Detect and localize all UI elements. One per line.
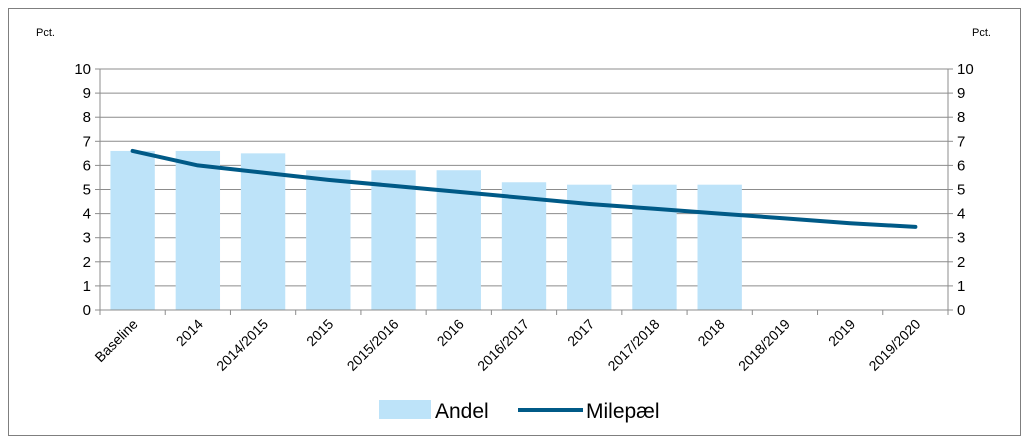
y-tick-label-left: 10	[74, 61, 91, 78]
bar	[632, 184, 677, 310]
y-tick-label-right: 1	[957, 278, 965, 295]
y-tick-label-right: 7	[957, 133, 965, 150]
x-tick-label: 2019/2020	[865, 316, 923, 374]
x-tick-label: 2014/2015	[213, 316, 271, 374]
milepael-line	[130, 148, 918, 229]
bar	[306, 170, 351, 310]
x-tick-label: 2017/2018	[604, 316, 662, 374]
x-tick-label: 2015/2016	[344, 316, 402, 374]
y-tick-label-right: 4	[957, 206, 965, 223]
y-tick-label-right: 3	[957, 230, 965, 247]
y-tick-label-right: 5	[957, 182, 965, 199]
y-axis-unit-left: Pct.	[36, 27, 55, 39]
x-tick-label: 2017	[564, 316, 597, 349]
x-tick-label: 2018/2019	[735, 316, 793, 374]
x-tick-label: 2016	[434, 316, 467, 349]
y-tick-label-right: 2	[957, 254, 965, 271]
y-tick-label-left: 8	[83, 109, 91, 126]
y-tick-label-right: 9	[957, 85, 965, 102]
y-tick-label-left: 3	[83, 230, 91, 247]
legend-label-milepael: Milepæl	[586, 400, 660, 423]
bar	[240, 153, 286, 310]
y-tick-label-right: 0	[957, 302, 965, 319]
y-tick-label-left: 9	[83, 85, 91, 102]
y-tick-label-right: 6	[957, 157, 965, 174]
line-series	[130, 148, 918, 229]
legend-label-andel: Andel	[435, 400, 489, 423]
y-tick-label-left: 6	[83, 157, 91, 174]
bar	[175, 150, 221, 310]
x-tick-label: 2019	[825, 316, 858, 349]
x-tick-label: 2018	[694, 316, 727, 349]
y-tick-label-left: 1	[83, 278, 91, 295]
bar	[110, 150, 155, 310]
x-tick-label: 2016/2017	[474, 316, 532, 374]
y-axis-unit-right: Pct.	[972, 27, 991, 39]
bar	[501, 182, 547, 310]
axes	[95, 68, 953, 315]
x-tick-label: 2015	[303, 316, 336, 349]
y-tick-label-right: 8	[957, 109, 965, 126]
bar	[371, 170, 416, 310]
y-tick-label-left: 4	[83, 206, 91, 223]
y-tick-label-right: 10	[957, 61, 974, 78]
y-tick-label-left: 2	[83, 254, 91, 271]
legend: Andel Milepæl	[379, 400, 660, 423]
x-tick-label: 2014	[173, 316, 206, 349]
y-tick-label-left: 7	[83, 133, 91, 150]
legend-swatch-andel	[379, 400, 431, 419]
x-tick-label: Baseline	[91, 316, 140, 365]
bar	[697, 184, 742, 310]
y-tick-label-left: 5	[83, 182, 91, 199]
y-tick-label-left: 0	[83, 302, 91, 319]
